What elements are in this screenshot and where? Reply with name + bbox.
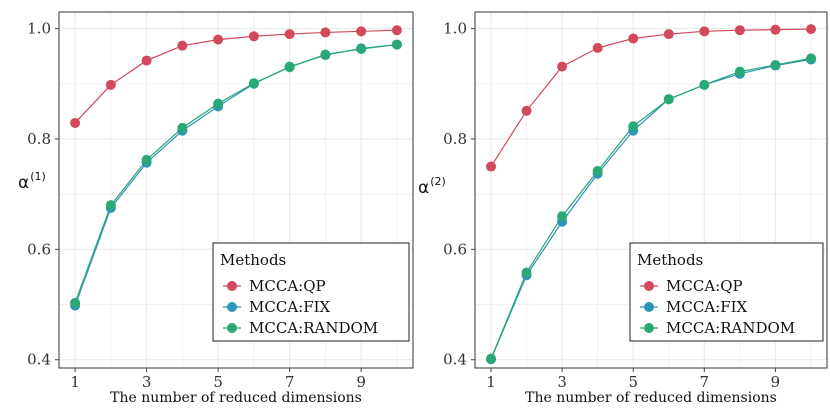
y-tick-label: 0.6 — [443, 240, 467, 258]
legend-label: MCCA:QP — [666, 277, 743, 295]
y-axis-superscript: (1) — [30, 170, 46, 183]
data-point — [248, 78, 259, 89]
panel-border — [474, 11, 828, 369]
x-tick-label: 1 — [486, 373, 496, 391]
legend-marker — [644, 323, 654, 333]
y-tick-label: 0.4 — [443, 351, 467, 369]
data-point — [486, 353, 496, 364]
legend-label: MCCA:FIX — [666, 298, 748, 316]
series-line-mcca-fix — [490, 58, 812, 360]
x-tick-label: 9 — [356, 373, 366, 391]
x-tick-label: 7 — [285, 373, 295, 391]
data-point — [557, 61, 568, 72]
data-point — [70, 117, 81, 128]
data-point — [770, 59, 781, 70]
data-point — [391, 25, 402, 36]
legend-marker — [227, 281, 237, 291]
legend: Methods MCCA:QP MCCA:FIX MCCA:RANDOM — [629, 242, 824, 342]
data-point — [213, 98, 224, 109]
data-point — [320, 49, 331, 60]
x-tick-label: 5 — [628, 373, 638, 391]
data-point — [806, 24, 816, 35]
data-point — [141, 154, 152, 165]
series-line-mcca-random — [74, 43, 397, 304]
data-point — [356, 26, 367, 37]
legend-label: MCCA:RANDOM — [666, 319, 795, 337]
legend-marker — [644, 302, 654, 312]
chart-panel-right: 1 3 5 7 9 0.4 0.6 0.8 1.0 The number of reduced d… — [418, 11, 828, 406]
data-point — [521, 267, 532, 278]
legend-marker — [227, 323, 237, 333]
chart-panel-left: 1 3 5 7 9 0.4 0.6 0.8 1.0 The number of reduced d… — [18, 11, 414, 406]
y-axis-superscript: (2) — [430, 175, 446, 188]
y-tick-label: 0.8 — [443, 130, 467, 148]
data-point — [806, 53, 816, 64]
data-point — [177, 122, 188, 133]
legend-box — [629, 242, 824, 342]
data-point — [770, 24, 781, 35]
series-line-mcca-random — [490, 57, 812, 359]
x-tick-label: 3 — [557, 373, 567, 391]
legend-label: MCCA:RANDOM — [249, 319, 378, 337]
legend-title: Methods — [637, 251, 703, 269]
x-axis-title: The number of reduced dimensions — [110, 390, 362, 406]
legend-marker — [644, 281, 654, 291]
x-tick-label: 5 — [213, 373, 223, 391]
y-tick-label: 1.0 — [443, 20, 467, 38]
data-point — [391, 39, 402, 50]
data-point — [628, 121, 639, 132]
data-point — [734, 25, 745, 36]
data-point — [105, 200, 116, 211]
data-point — [284, 62, 295, 73]
data-point — [663, 29, 674, 40]
data-point — [141, 55, 152, 66]
legend-marker — [227, 302, 237, 312]
y-tick-label: 0.4 — [27, 351, 51, 369]
data-point — [699, 26, 710, 37]
data-point — [521, 105, 532, 116]
data-point — [70, 297, 81, 308]
legend-label: MCCA:FIX — [249, 298, 331, 316]
x-axis-title: The number of reduced dimensions — [525, 390, 777, 406]
data-point — [628, 33, 639, 44]
data-point — [320, 27, 331, 38]
data-point — [734, 66, 745, 77]
y-tick-label: 1.0 — [27, 20, 51, 38]
panel-border — [58, 11, 414, 369]
legend: Methods MCCA:QP MCCA:FIX MCCA:RANDOM — [212, 242, 410, 342]
y-axis-title: α(1) — [18, 170, 46, 193]
data-point — [284, 29, 295, 40]
x-tick-label: 7 — [700, 373, 710, 391]
data-point — [663, 94, 674, 105]
x-tick-label: 9 — [771, 373, 781, 391]
series-line-mcca-qp — [74, 29, 397, 124]
legend-label: MCCA:QP — [249, 277, 326, 295]
x-tick-label: 1 — [70, 373, 80, 391]
legend-box — [212, 242, 410, 342]
y-tick-label: 0.8 — [27, 130, 51, 148]
data-point — [356, 43, 367, 54]
y-axis-title: α(2) — [418, 175, 446, 198]
data-point — [248, 31, 259, 42]
data-point — [592, 165, 603, 176]
y-axis-symbol: α — [18, 173, 29, 193]
data-point — [592, 42, 603, 53]
legend-title: Methods — [220, 251, 286, 269]
data-point — [557, 211, 568, 222]
data-point — [105, 79, 116, 90]
data-point — [486, 161, 496, 172]
x-tick-label: 3 — [142, 373, 152, 391]
y-tick-label: 0.6 — [27, 240, 51, 258]
y-axis-symbol: α — [418, 178, 429, 198]
data-point — [699, 79, 710, 90]
series-line-mcca-qp — [490, 28, 812, 167]
data-point — [213, 34, 224, 45]
data-point — [177, 40, 188, 51]
